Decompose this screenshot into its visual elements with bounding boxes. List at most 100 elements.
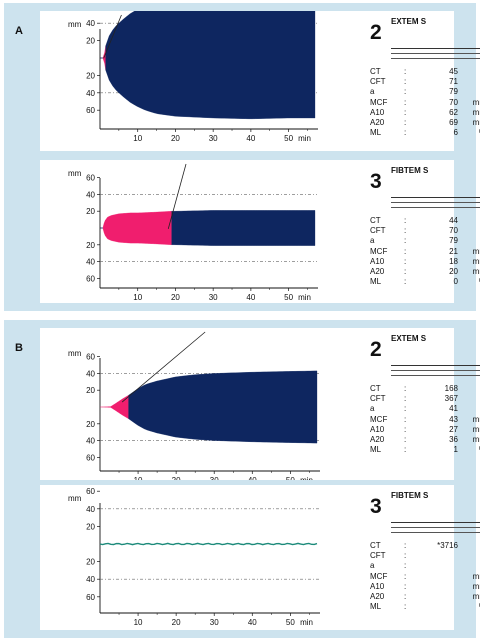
parameter-colon: : — [404, 445, 407, 455]
divider — [391, 53, 480, 54]
y-tick-label: 20 — [86, 386, 95, 395]
parameter-value: 70 — [449, 226, 458, 236]
parameter-row: a:41° — [370, 404, 480, 414]
channel-number: 3 — [370, 495, 382, 518]
x-axis-label: min — [298, 293, 311, 302]
parameter-name: ML — [370, 128, 382, 138]
channel-number: 2 — [370, 21, 382, 44]
parameter-value: 79 — [449, 87, 458, 97]
y-tick-label: 20 — [86, 420, 95, 429]
parameter-colon: : — [404, 87, 407, 97]
parameter-colon: : — [404, 591, 407, 601]
parameter-unit: mm — [472, 591, 480, 601]
alpha-tangent-line — [167, 163, 187, 229]
parameter-name: A10 — [370, 424, 385, 434]
parameter-row: MCF: 21 mm — [370, 247, 480, 257]
parameter-colon: : — [404, 236, 407, 246]
parameter-name: MCF — [370, 97, 388, 107]
y-tick-label: 40 — [86, 258, 95, 267]
clot-amplitude-area — [128, 370, 318, 444]
parameter-colon: : — [404, 581, 407, 591]
y-tick-label: 40 — [86, 575, 95, 584]
parameter-colon: : — [404, 277, 407, 287]
x-tick-label: 10 — [134, 476, 143, 480]
parameter-name: A20 — [370, 117, 385, 127]
x-axis-label: min — [300, 618, 313, 627]
parameter-name: a — [370, 404, 375, 414]
parameter-colon: : — [404, 551, 407, 561]
parameter-value: 44 — [449, 216, 458, 225]
x-tick-label: 20 — [171, 293, 180, 302]
parameter-colon: : — [404, 246, 407, 256]
parameter-unit: mm — [472, 246, 480, 256]
parameter-colon: : — [404, 404, 407, 414]
y-tick-label: 60 — [86, 593, 95, 602]
clot-formation-area — [99, 394, 129, 420]
parameter-row: A20: 36 mm — [370, 435, 480, 445]
parameter-row: MCF: mm — [370, 572, 480, 582]
parameter-name: a — [370, 236, 375, 246]
rotem-card: mm 60 40 20 20 40 60 10 20 30 40 50 min 2 EXTEM S CT: 16… — [40, 328, 480, 480]
parameter-colon: : — [404, 384, 407, 393]
test-title: EXTEM S — [391, 17, 427, 26]
parameter-row: ML: 1% — [370, 445, 480, 455]
x-tick-label: 30 — [209, 134, 218, 143]
x-tick-label: 50 — [286, 618, 295, 627]
parameter-value: 20 — [449, 266, 458, 276]
parameter-row: CT:*3716s — [370, 541, 480, 551]
parameter-colon: : — [404, 434, 407, 444]
parameter-name: CFT — [370, 394, 386, 404]
parameter-name: A20 — [370, 591, 385, 601]
y-tick-label: 60 — [86, 106, 95, 115]
parameter-name: MCF — [370, 571, 388, 581]
panel-label: B — [15, 342, 23, 354]
x-tick-label: 30 — [210, 476, 219, 480]
parameter-unit: mm — [472, 434, 480, 444]
parameter-value: 71 — [449, 77, 458, 87]
parameter-value: 18 — [449, 256, 458, 266]
y-tick-label: 60 — [86, 453, 95, 462]
parameter-unit: % — [479, 277, 480, 287]
parameter-name: A10 — [370, 581, 385, 591]
parameter-colon: : — [404, 107, 407, 117]
x-tick-label: 40 — [248, 618, 257, 627]
parameter-colon: : — [404, 97, 407, 107]
x-tick-label: 40 — [246, 293, 255, 302]
parameter-colon: : — [404, 266, 407, 276]
clot-amplitude-area — [105, 11, 316, 120]
rotem-card: mm 60 40 20 20 40 60 10 20 30 40 50 min 3 FIBTEM S CT: 4… — [40, 160, 480, 303]
divider — [391, 522, 480, 523]
divider — [391, 197, 480, 198]
parameter-row: CT:45s — [370, 67, 480, 77]
parameter-value: 168 — [444, 384, 458, 393]
parameter-name: ML — [370, 602, 382, 612]
parameter-list: CT:45sCFT:71sa:79°MCF:70mmA10:62mmA20:69… — [370, 67, 480, 138]
parameter-value: 41 — [449, 404, 458, 414]
parameter-value: 1 — [453, 445, 458, 455]
parameter-colon: : — [404, 117, 407, 127]
parameter-row: MCF: 70 mm — [370, 98, 480, 108]
parameter-unit: % — [479, 128, 480, 138]
panel-label: A — [15, 25, 23, 37]
parameter-value: *3716 — [437, 541, 458, 550]
parameter-unit: mm — [472, 107, 480, 117]
y-tick-label: 40 — [86, 437, 95, 446]
y-tick-label: 40 — [86, 89, 95, 98]
parameter-row: CFT:s — [370, 551, 480, 561]
parameter-name: MCF — [370, 246, 388, 256]
parameter-list: CT:44sCFT:70sa:79°MCF:21mmA10:18mmA20:20… — [370, 216, 480, 287]
parameter-unit: mm — [472, 256, 480, 266]
divider — [391, 202, 480, 203]
y-axis-label: mm — [68, 494, 82, 503]
y-tick-label: 20 — [86, 71, 95, 80]
parameter-list: CT:*3716sCFT:sa:°MCF:mmA10:mmA20:mmML:% — [370, 541, 480, 612]
parameter-row: a:79° — [370, 236, 480, 246]
y-tick-label: 60 — [86, 174, 95, 183]
clot-formation-area — [102, 45, 106, 71]
parameter-value: 70 — [449, 97, 458, 107]
parameter-colon: : — [404, 424, 407, 434]
parameter-row: ML: 0% — [370, 277, 480, 287]
x-tick-label: 30 — [210, 618, 219, 627]
parameter-row: CT:168s — [370, 384, 480, 394]
